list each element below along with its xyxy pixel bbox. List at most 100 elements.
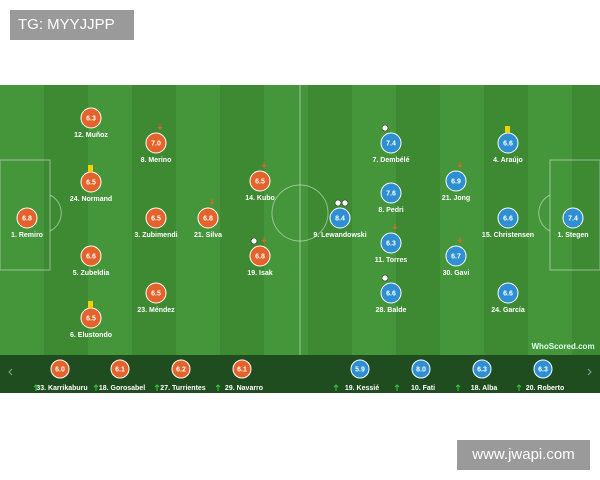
player-rating: 7.4 (386, 140, 396, 147)
player-rating: 6.5 (86, 179, 96, 186)
pitch-stripe (44, 85, 88, 355)
sub-name: 27. Turrientes (160, 385, 205, 392)
player-badge (380, 132, 402, 154)
sub-rating: 6.1 (115, 366, 125, 373)
yellow-card (88, 301, 93, 308)
player-badge (80, 107, 102, 129)
pitch-stripe (352, 85, 396, 355)
player-name: 30. Gavi (443, 270, 470, 277)
player-badge (16, 207, 38, 229)
sub-rating: 8.0 (416, 366, 426, 373)
player-rating: 6.6 (503, 290, 513, 297)
player-rating: 6.8 (22, 215, 32, 222)
player-rating: 7.0 (151, 140, 161, 147)
player-rating: 6.6 (503, 215, 513, 222)
player-rating: 6.8 (255, 253, 265, 260)
player-badge (445, 245, 467, 267)
goal-ball (381, 124, 389, 132)
sub-rating: 6.1 (237, 366, 247, 373)
player-rating: 6.5 (255, 178, 265, 185)
player-name: 28. Balde (376, 307, 407, 314)
goal-ball (381, 274, 389, 282)
sub-badge (533, 359, 553, 379)
player-rating: 6.5 (151, 215, 161, 222)
sub-badge (472, 359, 492, 379)
player-rating: 6.7 (451, 253, 461, 260)
player-badge (497, 207, 519, 229)
watermark: TG: MYYJJPP (10, 10, 134, 40)
player-name: 6. Elustondo (70, 332, 112, 339)
player-rating: 7.4 (568, 215, 578, 222)
sub-name: 19. Kessié (345, 385, 379, 392)
sub-badge (110, 359, 130, 379)
player-badge (497, 282, 519, 304)
player-badge (380, 282, 402, 304)
sub-on-arrow (333, 384, 339, 391)
player-rating: 8.4 (335, 215, 345, 222)
player-rating: 6.3 (86, 115, 96, 122)
player-name: 19. Isak (247, 270, 272, 277)
player-name: 15. Christensen (482, 232, 534, 239)
player-rating: 7.6 (386, 190, 396, 197)
sub-rating: 6.3 (477, 366, 487, 373)
player-name: 4. Araújo (493, 157, 523, 164)
pitch-stripe (440, 85, 484, 355)
sub-on-arrow (516, 384, 522, 391)
player-name: 12. Muñoz (74, 132, 108, 139)
sub-off-arrow (392, 224, 398, 230)
brand-logo: WhoScored.com (531, 342, 594, 351)
pitch-stripe (220, 85, 264, 355)
yellow-card (505, 126, 510, 133)
sub-on-arrow (455, 384, 461, 391)
sub-name: 10. Fati (411, 385, 435, 392)
sub-rating: 6.0 (55, 366, 65, 373)
sub-rating: 5.9 (355, 366, 365, 373)
player-name: 21. Silva (194, 232, 222, 239)
player-badge (197, 207, 219, 229)
player-name: 8. Merino (141, 157, 172, 164)
sub-on-arrow (215, 384, 221, 391)
player-badge (249, 245, 271, 267)
goal-ball (250, 237, 258, 245)
pitch-stripe (264, 85, 308, 355)
sub-name: 18. Gorosabel (99, 385, 145, 392)
sub-rating: 6.2 (176, 366, 186, 373)
goal-ball (334, 199, 342, 207)
sub-off-arrow (261, 237, 267, 243)
sub-on-arrow (93, 384, 99, 391)
player-name: 1. Remiro (11, 232, 43, 239)
sub-name: 29. Navarro (225, 385, 263, 392)
player-name: 3. Zubimendi (134, 232, 177, 239)
player-badge (145, 132, 167, 154)
player-rating: 6.9 (451, 178, 461, 185)
sub-off-arrow (157, 124, 163, 130)
lineup-pitch: WhoScored.com 6.8 1. Remiro 6.3 12. Muñoz 6.… (0, 85, 600, 393)
sub-badge (232, 359, 252, 379)
player-name: 14. Kubo (245, 195, 275, 202)
player-name: 9. Lewandowski (313, 232, 366, 239)
player-rating: 6.5 (151, 290, 161, 297)
player-badge (329, 207, 351, 229)
sub-name: 20. Roberto (526, 385, 565, 392)
player-rating: 6.6 (386, 290, 396, 297)
player-badge (445, 170, 467, 192)
footer-watermark: www.jwapi.com (457, 440, 590, 470)
player-rating: 6.3 (386, 240, 396, 247)
player-name: 5. Zubeldia (73, 270, 110, 277)
player-name: 23. Méndez (137, 307, 175, 314)
player-badge (380, 232, 402, 254)
player-rating: 6.6 (86, 253, 96, 260)
player-name: 1. Stegen (557, 232, 588, 239)
goal-ball (341, 199, 349, 207)
player-badge (145, 282, 167, 304)
player-badge (145, 207, 167, 229)
sub-rating: 6.3 (538, 366, 548, 373)
player-name: 8. Pedri (378, 207, 403, 214)
sub-off-arrow (209, 199, 215, 205)
sub-badge (411, 359, 431, 379)
player-name: 7. Dembélé (373, 157, 410, 164)
sub-on-arrow (33, 384, 39, 391)
player-name: 21. Jong (442, 195, 470, 202)
sub-badge (50, 359, 70, 379)
